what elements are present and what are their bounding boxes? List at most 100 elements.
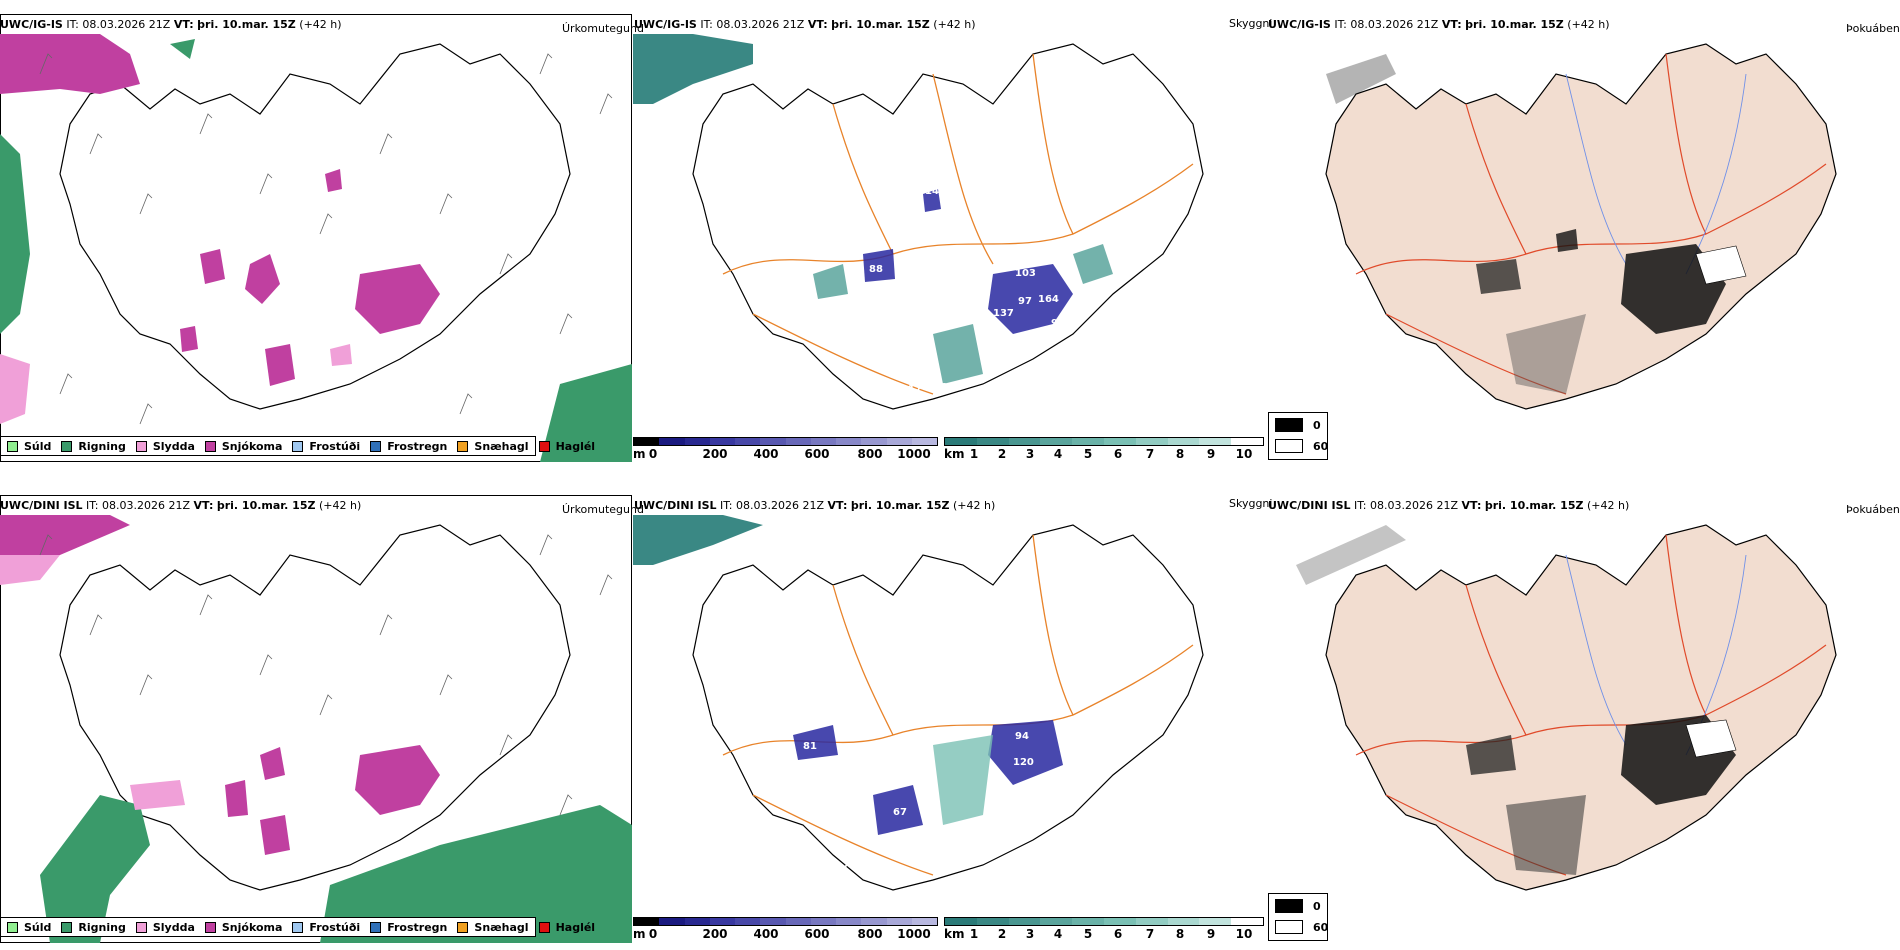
wind-barbs [39, 53, 613, 425]
low-vis-area [933, 735, 993, 825]
colorbar-segment [1072, 438, 1104, 445]
model-name: UWC/DINI ISL [0, 499, 83, 512]
vis-unit: km [944, 927, 965, 941]
tick: 5 [1083, 927, 1093, 941]
ceiling-label: 88 [869, 264, 883, 275]
colorbar-segment [785, 438, 811, 445]
ceiling-colorbar [633, 917, 938, 926]
vis-colorbar-row2: km 1 2 3 4 5 6 7 8 9 10 [944, 917, 1264, 941]
lead-time: (+42 h) [318, 499, 362, 512]
snow-area [355, 264, 440, 334]
legend-item: Frostúði [292, 921, 360, 934]
legend-item: Súld [7, 921, 51, 934]
snow-area [245, 254, 280, 304]
it-value: 08.03.2026 21Z [1350, 18, 1439, 31]
legend-label: Súld [24, 920, 52, 934]
it-value: 08.03.2026 21Z [82, 18, 171, 31]
colorbar-segment [1167, 438, 1200, 445]
snow-area [355, 745, 440, 815]
legend-label: Snæhagl [474, 920, 529, 934]
cloud-legend-item: 0 [1275, 899, 1321, 913]
tick: 8 [1175, 447, 1185, 461]
it-label: IT: [1334, 18, 1347, 31]
legend-item: Frostúði [292, 440, 360, 453]
cloud-area [1506, 314, 1586, 394]
snow-area [265, 344, 295, 386]
visibility-panel-row1: 84 103 97 164 99 88 111 112 117 143 137 [633, 14, 1265, 434]
visibility-panel-row2: 87 94 117 120 81 67 71 109 59 112 [633, 495, 1265, 915]
ceiling-label: 120 [1013, 757, 1034, 768]
cloud-area [1556, 229, 1578, 252]
cloud-legend-row1: 0 60 [1268, 412, 1328, 460]
fog-panel-row2 [1266, 495, 1900, 935]
colorbar-segment [1040, 438, 1073, 445]
vis-unit: km [944, 447, 965, 461]
legend-item: Rigning [61, 921, 126, 934]
swatch [135, 921, 147, 933]
vt-label: VT: [1441, 18, 1462, 31]
fog-map-row1 [1325, 43, 1837, 410]
colorbar-segment [911, 438, 937, 445]
legend-label: Rigning [78, 439, 126, 453]
legend-label: Slydda [152, 439, 195, 453]
model-name: UWC/DINI ISL [1268, 499, 1351, 512]
it-label: IT: [66, 18, 79, 31]
cloud-area [1476, 259, 1521, 294]
it-label: IT: [720, 499, 733, 512]
ceiling-label: 97 [1018, 296, 1032, 307]
tick: 0 [648, 927, 658, 941]
cloud-legend-item: 60 [1275, 439, 1328, 453]
swatch [135, 440, 147, 452]
cloud-legend-value: 0 [1313, 899, 1321, 913]
legend-label: Frostregn [387, 439, 448, 453]
fog-panel-row1 [1266, 14, 1900, 454]
ceiling-label: 112 [927, 382, 948, 393]
sleet-area [330, 344, 352, 366]
ceiling-label: 94 [1015, 731, 1029, 742]
colorbar-segment [1103, 438, 1136, 445]
ceiling-colorbar-row1: m 0 200 400 600 800 1000 [633, 437, 938, 461]
legend-label: Frostregn [387, 920, 448, 934]
ceiling-label: 99 [1051, 318, 1065, 329]
snow-area [0, 34, 140, 94]
legend-item: Snæhagl [457, 920, 529, 934]
colorbar-segment [659, 438, 685, 445]
cloud-legend-value: 0 [1313, 418, 1321, 432]
tick: 1000 [897, 927, 931, 941]
legend-label: Slydda [152, 920, 195, 934]
iceland-outline [692, 524, 1204, 891]
swatch [1275, 418, 1303, 432]
fog-title: Þokuábendi [1846, 22, 1900, 35]
vt-value: þri. 10.mar. 15Z [216, 499, 316, 512]
it-label: IT: [1354, 499, 1367, 512]
ceiling-colorbar-row2: m 0 200 400 600 800 1000 [633, 917, 938, 941]
legend-item: Snæhagl [457, 439, 529, 453]
snow-area [200, 249, 225, 284]
precip-type-title: Úrkomutegund [562, 22, 644, 35]
snow-area [325, 169, 342, 192]
ceiling-label: 71 [843, 859, 857, 870]
colorbar-segment [735, 918, 761, 925]
model-name: UWC/IG-IS [634, 18, 697, 31]
lead-time: (+42 h) [299, 18, 342, 31]
legend-item: Frostregn [370, 921, 447, 934]
low-cloud-area [988, 264, 1073, 334]
panel-header-row2-c: UWC/DINI ISL IT: 08.03.2026 21Z VT: þri.… [1268, 499, 1629, 513]
colorbar-segment [1199, 438, 1232, 445]
legend-label: Snæhagl [474, 439, 529, 453]
sleet-area [0, 555, 60, 585]
colorbar-segment [735, 438, 761, 445]
iceland-outline [59, 43, 571, 410]
legend-item: Frostregn [370, 440, 447, 453]
road-network [1355, 534, 1827, 876]
tick: 4 [1053, 927, 1063, 941]
low-cloud-area [863, 249, 895, 282]
low-vis-area [933, 324, 983, 384]
legend-item: Slydda [135, 920, 195, 934]
vis-colorbar [944, 437, 1264, 446]
ceiling-colorbar [633, 437, 938, 446]
colorbar-segment [684, 438, 710, 445]
it-label: IT: [86, 499, 99, 512]
colorbar-segment [861, 438, 887, 445]
lead-time: (+42 h) [952, 499, 996, 512]
